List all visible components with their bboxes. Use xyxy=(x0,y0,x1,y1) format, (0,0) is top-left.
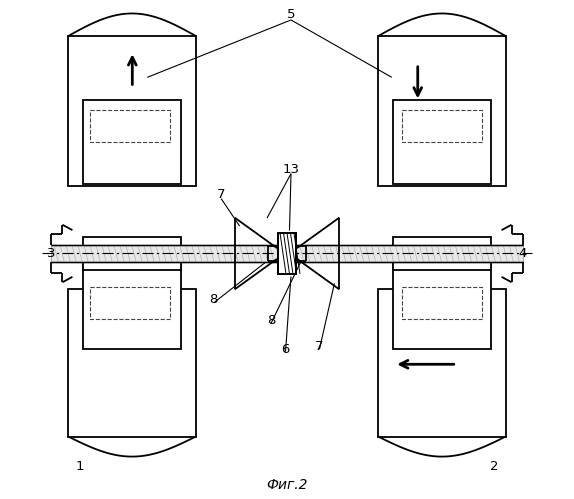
Bar xyxy=(393,256,491,269)
Text: 8: 8 xyxy=(210,293,218,306)
Bar xyxy=(83,100,181,184)
Bar xyxy=(402,287,482,319)
Text: 7: 7 xyxy=(315,340,324,353)
Bar xyxy=(90,110,170,142)
Text: 2: 2 xyxy=(490,460,498,473)
Bar xyxy=(90,287,170,319)
Text: 13: 13 xyxy=(282,163,300,176)
Bar xyxy=(68,36,196,186)
Text: 4: 4 xyxy=(518,247,527,260)
Bar xyxy=(393,100,491,184)
Bar xyxy=(83,256,181,269)
Text: 6: 6 xyxy=(281,343,290,356)
Bar xyxy=(83,238,181,251)
Bar xyxy=(278,233,296,274)
Bar xyxy=(402,110,482,142)
Bar xyxy=(378,289,506,437)
Bar xyxy=(393,265,491,349)
Text: 7: 7 xyxy=(217,188,226,201)
Text: Фиг.2: Фиг.2 xyxy=(266,478,308,492)
Text: 8: 8 xyxy=(267,314,275,327)
Bar xyxy=(393,238,491,251)
Bar xyxy=(378,36,506,186)
Bar xyxy=(68,289,196,437)
Bar xyxy=(83,265,181,349)
Text: 5: 5 xyxy=(287,8,295,21)
Bar xyxy=(278,233,296,274)
Bar xyxy=(52,245,522,262)
Text: 3: 3 xyxy=(47,247,56,260)
Text: 1: 1 xyxy=(76,460,84,473)
